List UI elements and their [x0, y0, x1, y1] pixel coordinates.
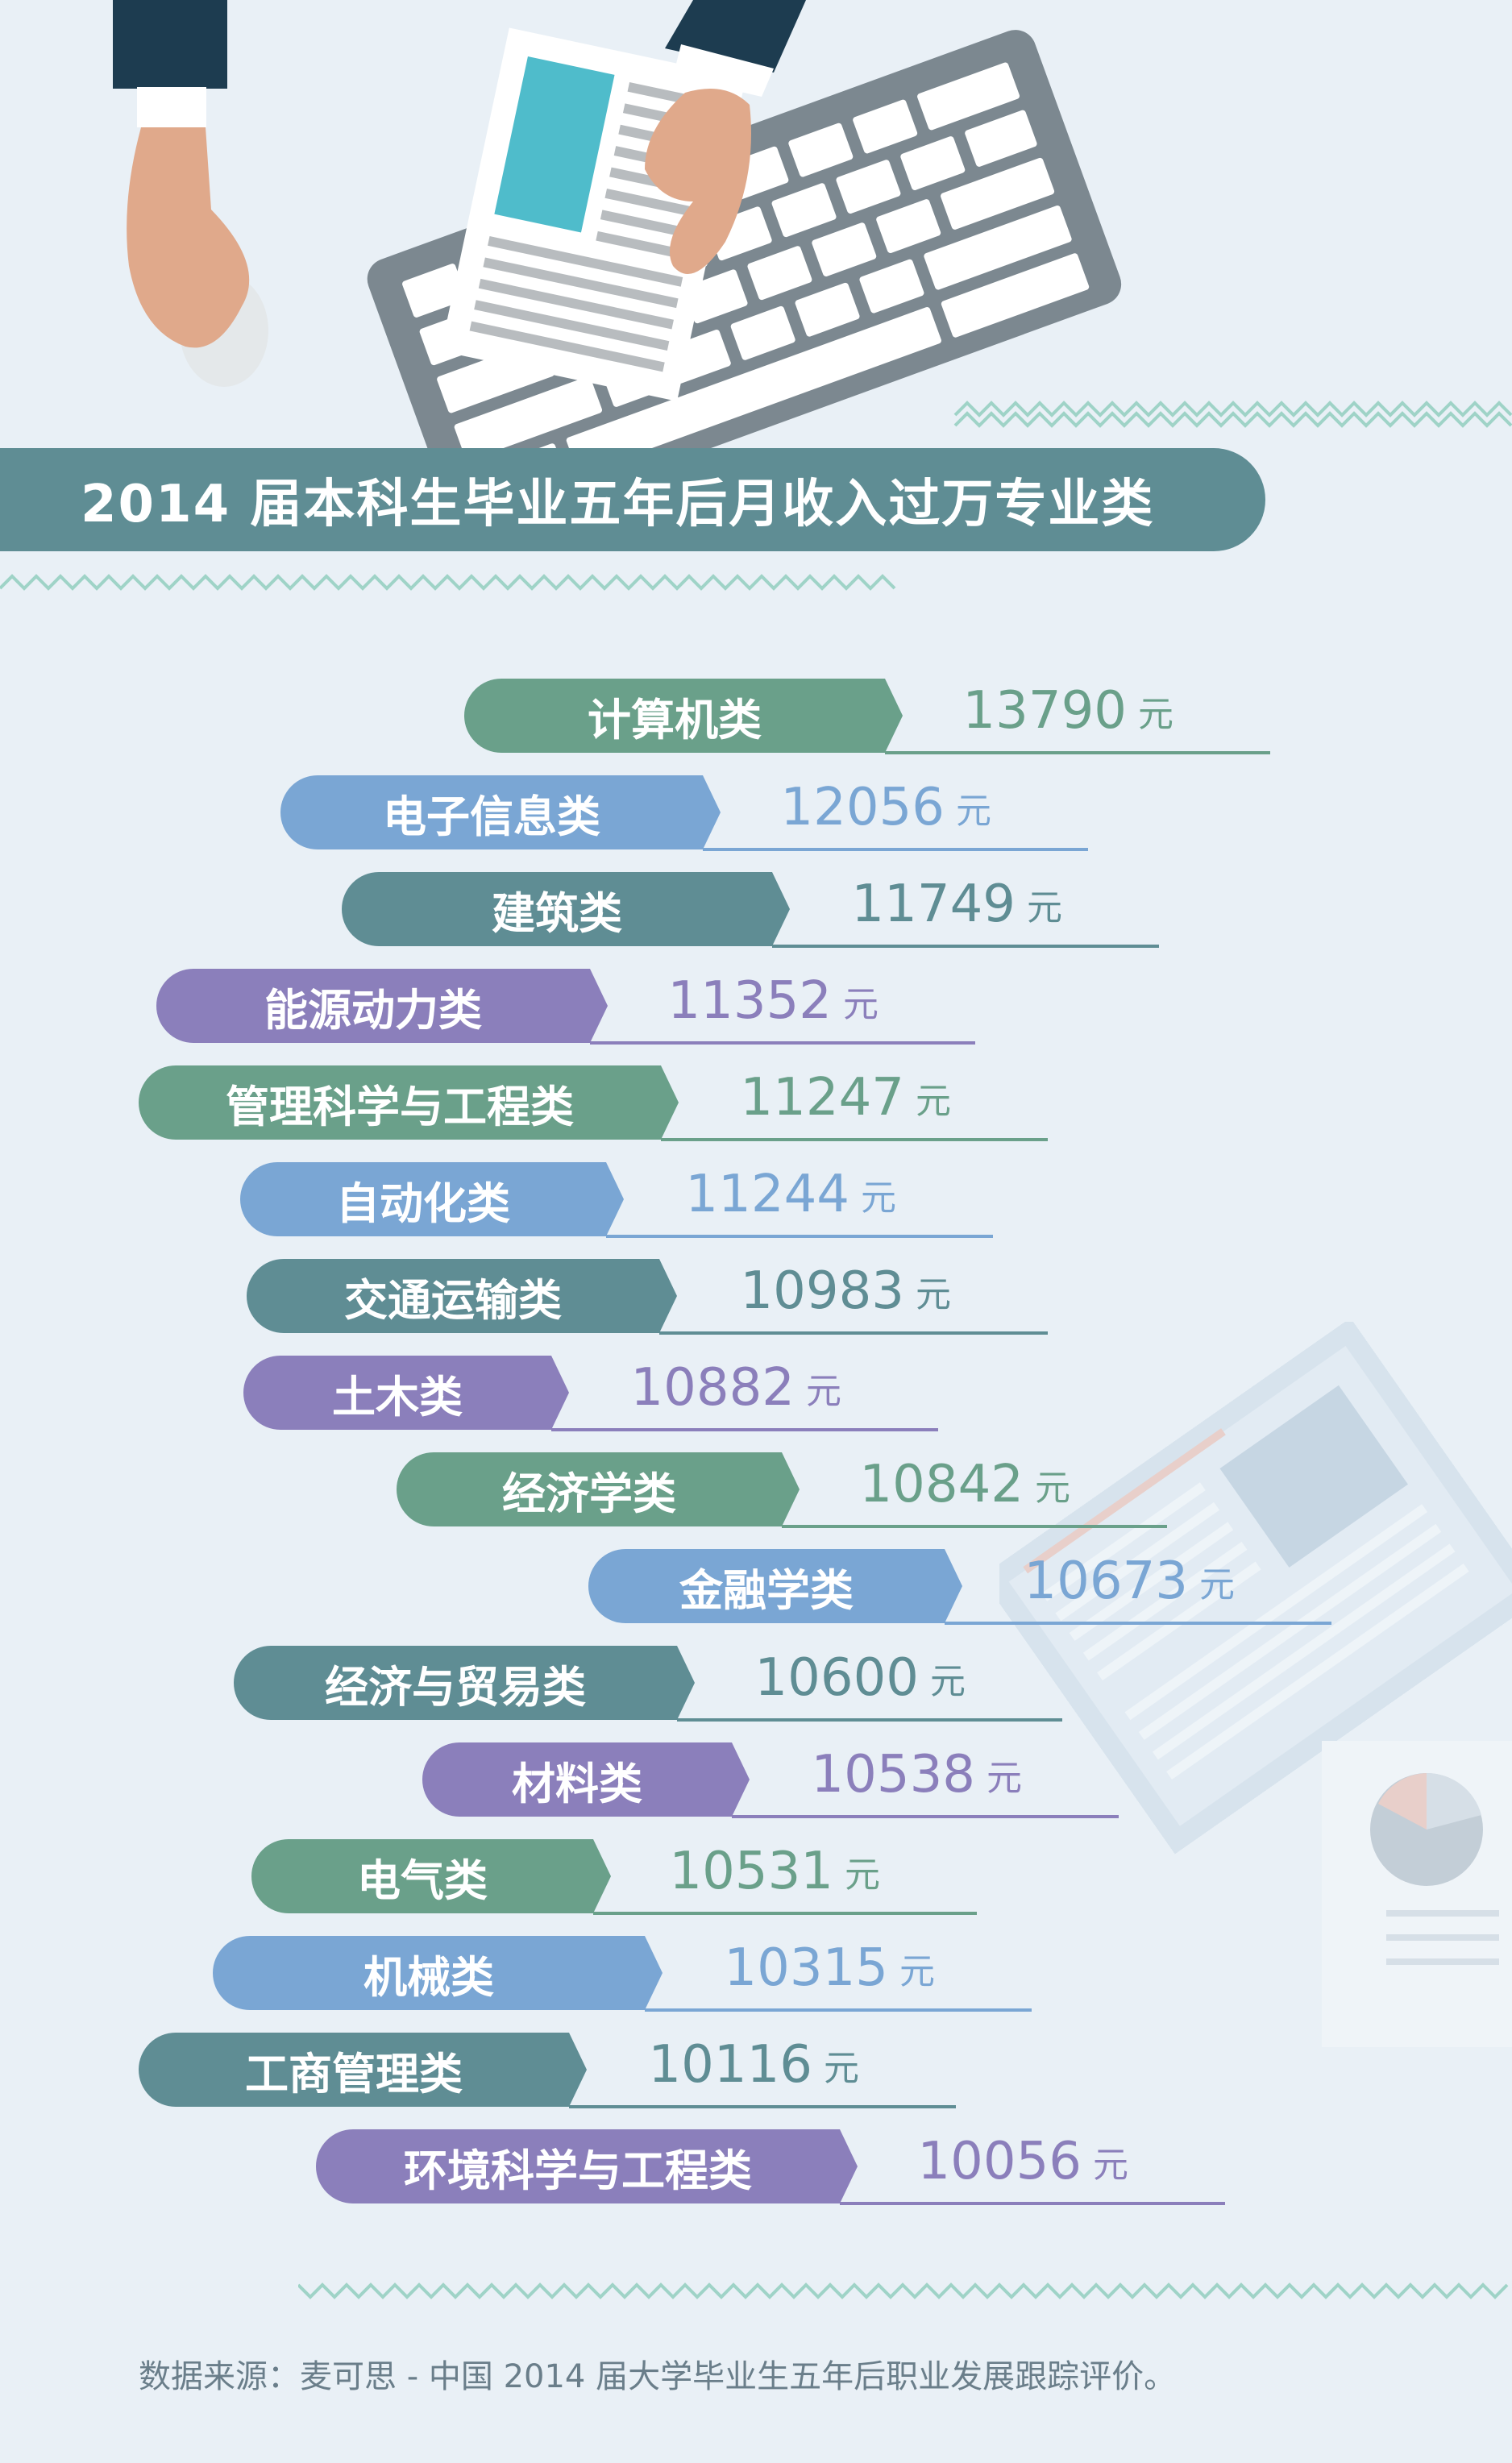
- bar-value: 11244 元: [685, 1157, 896, 1232]
- bar-value: 10842 元: [859, 1447, 1070, 1522]
- bar-value: 12056 元: [780, 770, 991, 845]
- value-number: 10315: [724, 1938, 888, 1998]
- bar-label: 土木类: [243, 1356, 569, 1430]
- zigzag-divider: [298, 2282, 1509, 2299]
- value-unit: 元: [845, 1855, 880, 1896]
- value-number: 13790: [962, 681, 1127, 741]
- bar-value: 10116 元: [648, 2028, 859, 2102]
- zigzag-divider: [953, 401, 1512, 417]
- bar-underline: [606, 1235, 993, 1238]
- bar-label: 电气类: [251, 1839, 611, 1913]
- value-unit: 元: [899, 1951, 935, 1992]
- bar-label: 建筑类: [342, 872, 790, 946]
- office-illustration: [113, 0, 1512, 451]
- bar-label: 能源动力类: [156, 969, 608, 1043]
- bar-underline: [551, 1428, 938, 1431]
- bar-underline: [659, 1331, 1048, 1335]
- bar-label: 机械类: [213, 1936, 663, 2010]
- bar-value: 11749 元: [851, 867, 1062, 941]
- value-number: 11244: [685, 1165, 849, 1224]
- value-number: 10983: [740, 1261, 904, 1321]
- bar-value: 10673 元: [1024, 1544, 1235, 1618]
- bar-label: 交通运输类: [247, 1259, 677, 1333]
- value-number: 10531: [669, 1842, 833, 1901]
- source-note: 数据来源：麦可思 - 中国 2014 届大学毕业生五年后职业发展跟踪评价。: [139, 2358, 1177, 2395]
- value-number: 10056: [917, 2132, 1082, 2191]
- value-unit: 元: [987, 1758, 1022, 1799]
- value-number: 11749: [851, 874, 1016, 934]
- bar-value: 10600 元: [754, 1641, 966, 1715]
- value-unit: 元: [916, 1081, 951, 1122]
- bar-value: 11247 元: [740, 1061, 951, 1135]
- bar-label: 自动化类: [240, 1162, 624, 1236]
- value-number: 10673: [1024, 1551, 1188, 1611]
- value-number: 10600: [754, 1648, 919, 1708]
- bar-label: 管理科学与工程类: [139, 1065, 679, 1140]
- value-number: 10842: [859, 1455, 1024, 1514]
- left-hand-icon: [113, 0, 268, 387]
- value-unit: 元: [806, 1371, 841, 1412]
- value-number: 11352: [667, 971, 832, 1031]
- value-unit: 元: [1199, 1564, 1235, 1605]
- bar-label: 经济与贸易类: [234, 1646, 695, 1720]
- bar-underline: [885, 751, 1270, 754]
- value-unit: 元: [1093, 2145, 1128, 2186]
- bar-value: 10315 元: [724, 1931, 935, 2005]
- bar-value: 11352 元: [667, 964, 879, 1038]
- value-number: 10882: [630, 1358, 795, 1418]
- bar-label: 计算机类: [464, 679, 903, 753]
- bar-underline: [840, 2202, 1225, 2205]
- title-banner: 2014 届本科生毕业五年后月收入过万专业类: [0, 448, 1265, 551]
- keyboard-icon: [367, 30, 1122, 451]
- right-hand-icon: [645, 0, 806, 274]
- bar-underline: [703, 848, 1088, 851]
- bar-underline: [569, 2105, 956, 2108]
- value-unit: 元: [956, 791, 991, 832]
- value-number: 10538: [811, 1745, 975, 1805]
- background-illustration: [999, 1322, 1512, 2047]
- value-unit: 元: [843, 984, 879, 1025]
- bar-underline: [645, 2008, 1032, 2012]
- zigzag-divider: [953, 411, 1512, 428]
- value-number: 10116: [648, 2035, 812, 2095]
- value-unit: 元: [916, 1274, 951, 1315]
- bar-label: 经济学类: [397, 1452, 800, 1526]
- bar-underline: [782, 1525, 1167, 1528]
- value-unit: 元: [930, 1661, 966, 1702]
- bar-label: 金融学类: [588, 1549, 962, 1623]
- report-icon: [1322, 1741, 1512, 2047]
- bar-label: 材料类: [422, 1742, 750, 1817]
- bar-underline: [945, 1622, 1331, 1625]
- value-unit: 元: [1035, 1468, 1070, 1509]
- value-number: 12056: [780, 778, 945, 837]
- bar-value: 10882 元: [630, 1351, 841, 1425]
- bar-underline: [772, 945, 1159, 948]
- bar-label: 工商管理类: [139, 2033, 587, 2107]
- zigzag-divider: [0, 574, 896, 591]
- bar-underline: [590, 1041, 975, 1045]
- bar-value: 10538 元: [811, 1738, 1022, 1812]
- value-unit: 元: [861, 1178, 896, 1219]
- bar-label: 电子信息类: [280, 775, 721, 849]
- value-unit: 元: [824, 2048, 859, 2089]
- value-unit: 元: [1027, 887, 1062, 928]
- value-number: 11247: [740, 1068, 904, 1128]
- bar-underline: [677, 1718, 1062, 1722]
- bar-underline: [732, 1815, 1119, 1818]
- value-unit: 元: [1138, 694, 1173, 735]
- bar-value: 13790 元: [962, 674, 1173, 748]
- bar-value: 10056 元: [917, 2124, 1128, 2199]
- bar-value: 10983 元: [740, 1254, 951, 1328]
- newspaper-icon: [999, 1322, 1512, 1855]
- page-title: 2014 届本科生毕业五年后月收入过万专业类: [81, 475, 1155, 534]
- bar-underline: [661, 1138, 1048, 1141]
- bar-label: 环境科学与工程类: [316, 2129, 858, 2203]
- bar-underline: [593, 1912, 977, 1915]
- bar-value: 10531 元: [669, 1834, 880, 1909]
